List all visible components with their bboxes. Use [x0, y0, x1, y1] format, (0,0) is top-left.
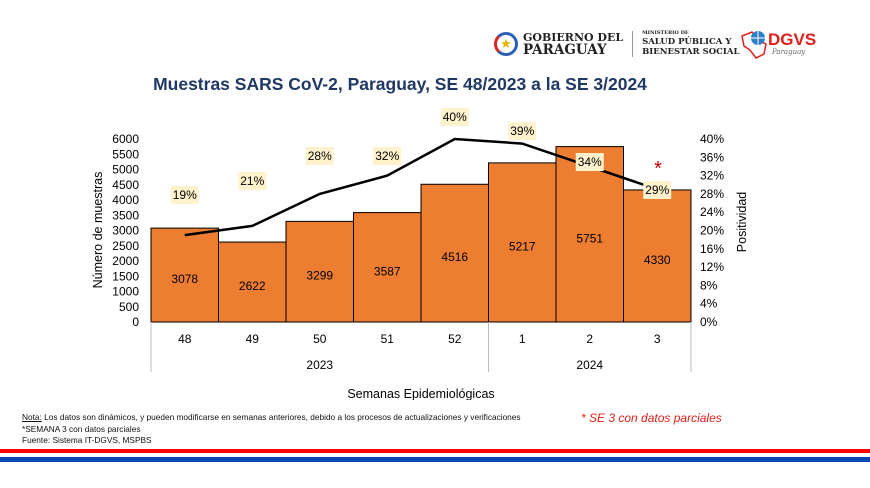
min-line1: SALUD PÚBLICA Y [642, 37, 732, 47]
nota-label: Nota: [22, 412, 42, 422]
source-note: Fuente: Sistema IT-DGVS, MSPBS [22, 435, 152, 445]
notes: Nota: Los datos son dinámicos, y pueden … [22, 412, 521, 447]
positivity-label: 32% [375, 149, 399, 163]
positivity-label: 29% [645, 183, 669, 197]
bar-value-label: 5217 [509, 239, 536, 253]
data-label-box [508, 122, 537, 140]
y-tick-label: 2500 [112, 239, 139, 253]
dgvs-title: DGVS [768, 30, 817, 49]
positivity-label: 40% [443, 110, 467, 124]
red-stripe [0, 449, 870, 453]
blue-stripe [0, 457, 870, 462]
x-axis-label: Semanas Epidemiológicas [347, 387, 494, 400]
year-label: 2024 [576, 358, 603, 372]
bar [420, 183, 489, 323]
y2-tick-label: 32% [700, 169, 724, 183]
bar-value-label: 5751 [576, 231, 603, 245]
logo-divider [632, 30, 634, 57]
y-tick-label: 4000 [112, 193, 139, 207]
bar [623, 189, 692, 323]
bar-value-label: 4330 [644, 253, 671, 267]
y2-tick-label: 12% [700, 260, 724, 274]
y2-tick-label: 24% [700, 205, 724, 219]
x-tick-label: 48 [178, 332, 192, 346]
bar-value-label: 3587 [374, 264, 401, 278]
star-seal-icon: ★ [494, 31, 518, 56]
data-label-box [170, 186, 199, 204]
x-tick-label: 1 [519, 332, 526, 346]
positivity-label: 34% [578, 155, 602, 169]
data-label-box [440, 108, 469, 126]
data-label-box [575, 153, 604, 171]
year-label: 2023 [306, 358, 333, 372]
bar-value-label: 3299 [306, 269, 333, 283]
data-label-box [373, 147, 402, 165]
y-tick-label: 0 [132, 315, 139, 329]
bar [218, 241, 287, 323]
data-label-box [238, 172, 267, 190]
y-tick-label: 1500 [112, 269, 139, 283]
chart-title: Muestras SARS CoV-2, Paraguay, SE 48/202… [153, 74, 647, 94]
gobierno-logo: ★ GOBIERNO DEL PARAGUAY MINISTERIO DE SALU… [494, 30, 739, 57]
bar [285, 220, 354, 323]
x-tick-label: 2 [586, 332, 593, 346]
y2-tick-label: 36% [700, 150, 724, 164]
gob-line2: PARAGUAY [523, 41, 607, 58]
bar [353, 212, 422, 323]
y-tick-label: 500 [119, 300, 139, 314]
y-tick-label: 6000 [112, 132, 139, 146]
y2-axis-label: Positividad [735, 192, 749, 252]
gob-line1: GOBIERNO DEL [523, 30, 624, 44]
nota-text: Los datos son dinámicos, y pueden modifi… [41, 412, 521, 422]
dgvs-subtitle: Paraguay [772, 48, 806, 56]
positivity-label: 21% [240, 174, 264, 188]
min-line2: BIENESTAR SOCIAL [642, 47, 740, 57]
partial-data-note: * SE 3 con datos parciales [581, 411, 722, 425]
y2-tick-label: 0% [700, 315, 718, 329]
x-tick-label: 3 [654, 332, 661, 346]
y-tick-label: 1000 [112, 285, 139, 299]
data-label-box [643, 181, 672, 199]
globe-map-icon [741, 31, 767, 59]
data-label-box [305, 147, 334, 165]
dgvs-logo: DGVS Paraguay [738, 28, 828, 62]
bar-value-label: 2622 [239, 279, 266, 293]
y2-tick-label: 8% [700, 278, 718, 292]
y2-tick-label: 20% [700, 224, 724, 238]
x-tick-label: 52 [448, 332, 462, 346]
y2-tick-label: 4% [700, 297, 718, 311]
x-tick-label: 49 [246, 332, 260, 346]
y-tick-label: 2000 [112, 254, 139, 268]
positivity-label: 28% [308, 149, 332, 163]
bar-value-label: 4516 [441, 250, 468, 264]
y-tick-label: 3500 [112, 208, 139, 222]
min-line0: MINISTERIO DE [642, 30, 689, 36]
y2-tick-label: 16% [700, 242, 724, 256]
bar [488, 162, 557, 323]
y-tick-label: 5000 [112, 163, 139, 177]
x-tick-label: 51 [381, 332, 395, 346]
positivity-label: 19% [173, 188, 197, 202]
y-axis-label: Número de muestras [91, 172, 105, 289]
y-tick-label: 3000 [112, 224, 139, 238]
y-tick-label: 5500 [112, 147, 139, 161]
positivity-label: 39% [510, 124, 534, 138]
y2-tick-label: 28% [700, 187, 724, 201]
x-tick-label: 50 [313, 332, 327, 346]
bar-value-label: 3078 [171, 272, 198, 286]
note-line2: *SEMANA 3 con datos parciales [22, 423, 141, 434]
y-tick-label: 4500 [112, 178, 139, 192]
partial-asterisk: * [654, 158, 662, 180]
y2-tick-label: 40% [700, 132, 724, 146]
